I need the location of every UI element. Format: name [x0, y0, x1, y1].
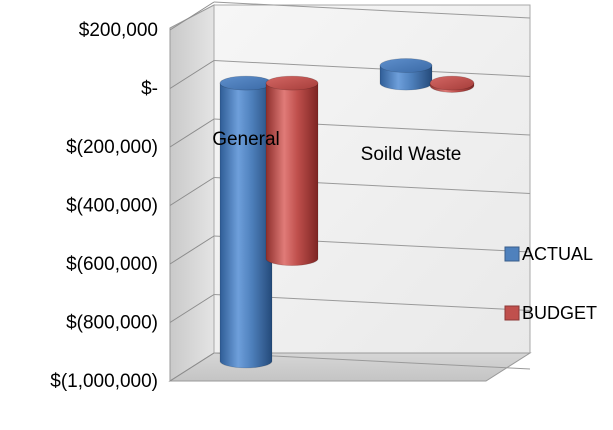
bar-budget-general: [265, 75, 319, 266]
y-tick-label: $(200,000): [66, 137, 158, 158]
gridline-side: [169, 1, 215, 31]
category-label: General: [212, 129, 280, 150]
gridline-side: [169, 177, 215, 206]
gridline-side: [169, 294, 215, 323]
category-label: Soild Waste: [361, 144, 462, 165]
gridline: [213, 60, 531, 77]
bars: [219, 58, 475, 369]
side-wall: [169, 4, 215, 382]
legend: ACTUAL BUDGET: [504, 244, 597, 323]
category-labels: General Soild Waste: [212, 129, 461, 165]
legend-item-actual: ACTUAL: [504, 244, 593, 264]
y-tick-label: $(800,000): [66, 313, 158, 334]
gridline-side: [169, 352, 215, 382]
legend-swatch: [504, 246, 520, 262]
gridline-side: [169, 118, 215, 148]
bar-budget-soild-waste: [429, 75, 475, 93]
y-tick-label: $-: [141, 79, 158, 100]
y-axis-ticks: $200,000 $- $(200,000) $(400,000) $(600,000)…: [50, 20, 158, 392]
y-tick-label: $(400,000): [66, 196, 158, 217]
gridline: [213, 1, 531, 19]
gridline-side: [169, 235, 215, 265]
gridline-side: [169, 60, 215, 89]
y-tick-label: $(1,000,000): [50, 371, 158, 392]
bar-actual-soild-waste: [379, 58, 433, 91]
legend-label: ACTUAL: [522, 244, 593, 264]
legend-item-budget: BUDGET: [504, 303, 597, 323]
y-tick-label: $(600,000): [66, 254, 158, 275]
legend-swatch: [504, 305, 520, 321]
legend-label: BUDGET: [522, 303, 597, 323]
y-tick-label: $200,000: [79, 20, 158, 41]
bar-actual-general: [219, 75, 273, 369]
